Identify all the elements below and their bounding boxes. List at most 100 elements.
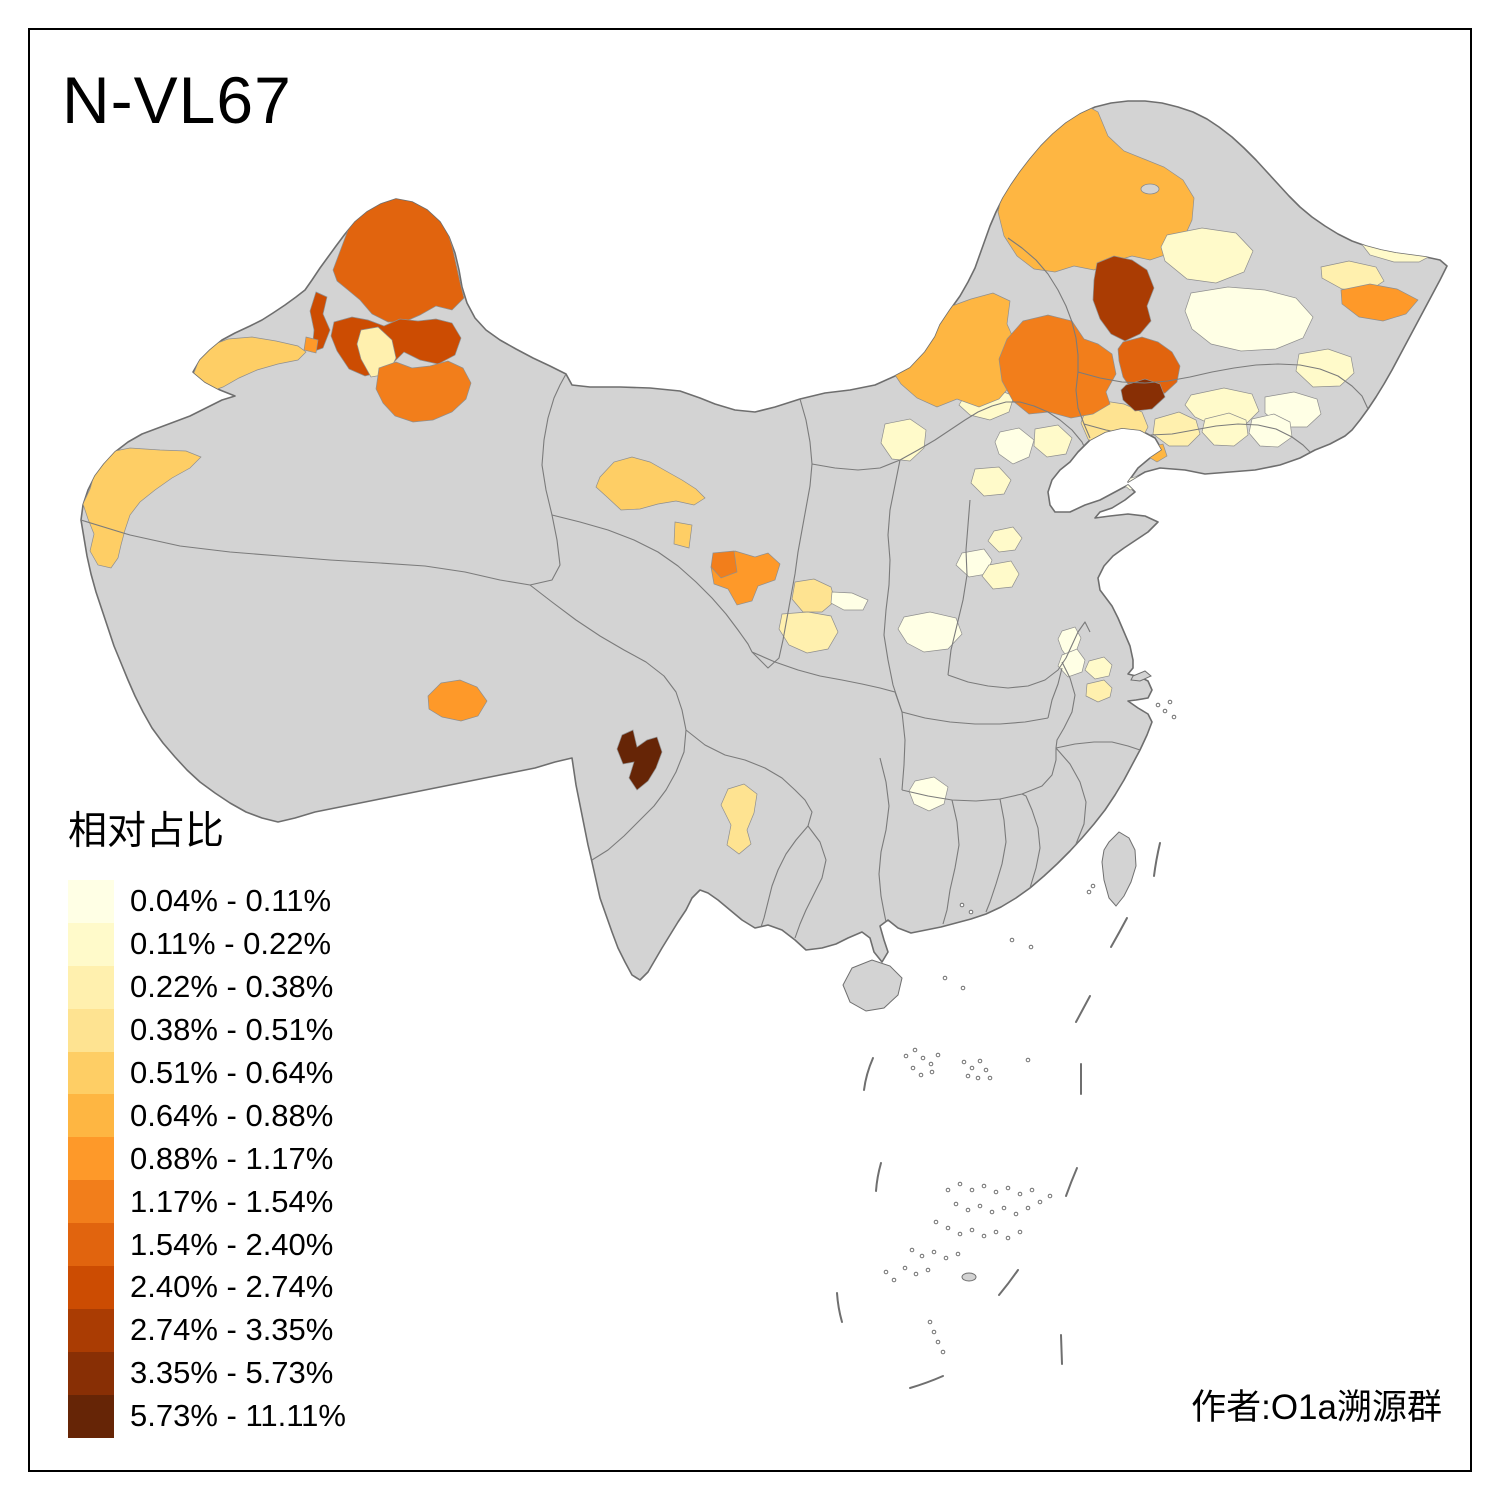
plot-title: N-VL67 (62, 63, 292, 137)
region-liaoning-east (1201, 412, 1249, 447)
island-dot (965, 1073, 971, 1079)
region-nujiang-diqing (616, 729, 663, 791)
island-dot (1086, 889, 1092, 895)
island-dot (1013, 1211, 1019, 1217)
island-dot (940, 1349, 946, 1355)
region-bole (303, 336, 319, 354)
nine-dash-line (836, 842, 1161, 1389)
island-dot (953, 1201, 959, 1207)
legend-label: 0.04% - 0.11% (130, 883, 332, 919)
hulun-lake (1140, 183, 1160, 195)
legend-swatch (68, 1008, 114, 1052)
island-dot (1155, 702, 1161, 708)
legend-item-5: 0.51% - 0.64% (68, 1051, 346, 1095)
island-dot (1005, 1185, 1011, 1191)
island-dot (918, 1072, 924, 1078)
island-dot (913, 1271, 919, 1277)
legend-item-8: 1.17% - 1.54% (68, 1180, 346, 1224)
legend-items: 0.04% - 0.11% 0.11% - 0.22% 0.22% - 0.38% 0… (68, 880, 346, 1438)
legend-swatch (68, 1308, 114, 1352)
island-dot (1025, 1205, 1031, 1211)
region-heihe (1160, 227, 1254, 284)
legend-item-2: 0.11% - 0.22% (68, 922, 346, 966)
legend-label: 5.73% - 11.11% (130, 1398, 346, 1434)
island-dot (1009, 937, 1015, 943)
island-dot (925, 1267, 931, 1273)
island-dot (945, 1225, 951, 1231)
scs-island (961, 1272, 977, 1282)
island-dot (1029, 1187, 1035, 1193)
region-ningxia-north (791, 578, 836, 613)
region-taizhou (1084, 656, 1113, 680)
legend-label: 0.11% - 0.22% (130, 926, 332, 962)
region-hunan-center (908, 776, 949, 812)
region-chuxiong (720, 783, 758, 855)
region-yangzhou (1057, 648, 1086, 678)
region-tianjin-north (987, 526, 1023, 553)
region-harbin-north (1184, 286, 1314, 352)
island-dot (993, 1189, 999, 1195)
region-hexi-south (673, 521, 693, 549)
island-dot (912, 1047, 918, 1053)
legend-label: 2.40% - 2.74% (130, 1269, 334, 1305)
island-dot (955, 1251, 961, 1257)
island-dot (957, 1181, 963, 1187)
legend-label: 0.88% - 1.17% (130, 1140, 334, 1176)
island-dot (961, 1059, 967, 1065)
island-dot (959, 902, 965, 908)
legend-swatch (68, 1137, 114, 1181)
legend-item-9: 1.54% - 2.40% (68, 1223, 346, 1267)
island-dot (1162, 708, 1168, 714)
legend-swatch (68, 1266, 114, 1309)
island-dot (981, 1183, 987, 1189)
island-dot (969, 1065, 975, 1071)
island-dot (993, 1229, 999, 1235)
island-dot (983, 1067, 989, 1073)
legend-item-3: 0.22% - 0.38% (68, 965, 346, 1009)
legend-label: 1.54% - 2.40% (130, 1226, 334, 1262)
region-ningxia-east (830, 591, 869, 611)
region-ordos-yulin (880, 418, 927, 462)
region-hexi-corridor (595, 456, 706, 511)
map-frame (28, 28, 1472, 1472)
island-dot (931, 1329, 937, 1335)
legend-swatch (68, 1051, 114, 1095)
island-dot (891, 1277, 897, 1283)
region-beijing (994, 427, 1035, 465)
legend-label: 3.35% - 5.73% (130, 1355, 334, 1391)
island-dot (957, 1231, 963, 1237)
region-qiqihar (1092, 255, 1155, 342)
island-dot (1025, 1057, 1031, 1063)
region-liaoning-north (1152, 411, 1201, 447)
small-island-dots (883, 699, 1177, 1355)
island-dot (929, 1069, 935, 1075)
legend-label: 0.38% - 0.51% (130, 1012, 334, 1048)
island-dot (945, 1187, 951, 1193)
region-tongliao-baicheng (998, 314, 1117, 419)
island-dot (960, 985, 966, 991)
region-jiamusi (1340, 283, 1419, 322)
island-dot (1167, 699, 1173, 705)
island-dot (1005, 1235, 1011, 1241)
island-dot (920, 1055, 926, 1061)
legend-swatch (68, 1394, 114, 1438)
region-dezhou (981, 560, 1020, 590)
legend-label: 0.22% - 0.38% (130, 969, 334, 1005)
choropleth-regions (82, 101, 1437, 855)
island-dot (935, 1052, 941, 1058)
island-dot (883, 1269, 889, 1275)
legend-label: 0.64% - 0.88% (130, 1097, 334, 1133)
region-shanxi-center (897, 611, 963, 653)
legend-label: 0.51% - 0.64% (130, 1055, 334, 1090)
region-dandong (1248, 413, 1293, 448)
island-dot (933, 1219, 939, 1225)
island-dot (909, 1247, 915, 1253)
island-dot (1028, 944, 1034, 950)
legend: 相对占比 0.04% - 0.11% 0.11% - 0.22% 0.22% - 0… (68, 800, 346, 1438)
island-dot (965, 1207, 971, 1213)
island-dot (981, 1233, 987, 1239)
region-lanzhou-core (710, 550, 738, 579)
region-changzhou (1085, 679, 1113, 703)
legend-label: 2.74% - 3.35% (130, 1312, 334, 1348)
